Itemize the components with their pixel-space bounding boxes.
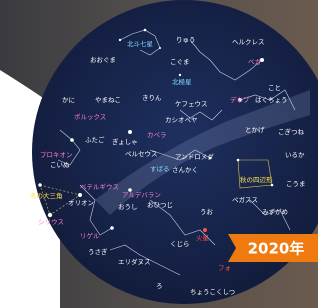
badge-text: 2020年 (248, 240, 305, 258)
label: さんかく (172, 166, 198, 174)
label: 北極星 (172, 77, 192, 86)
label: ヘルクレス (232, 38, 265, 46)
label: デネブ (230, 95, 250, 104)
star (144, 29, 147, 32)
label: カペラ (147, 131, 167, 139)
label: ろ (156, 282, 163, 290)
label: 秋の四辺形 (240, 175, 273, 184)
mars (203, 228, 207, 232)
label: 火星 (196, 234, 210, 242)
star (38, 183, 42, 187)
label: すばる (150, 164, 170, 173)
star (179, 74, 181, 76)
label: こぎつね (278, 127, 305, 136)
label: エリダヌス (118, 257, 151, 266)
label: うさぎ (88, 247, 108, 256)
label: おひつじ (147, 201, 173, 209)
label: カシオペヤ (165, 116, 198, 124)
label: こと (268, 84, 281, 92)
label: ぎょしゃ (112, 137, 138, 146)
star (78, 193, 82, 197)
label: かに (62, 96, 75, 104)
label: おうし (118, 203, 138, 211)
star (48, 213, 52, 217)
label: ペルセウス (125, 150, 158, 158)
label: プロキオン (40, 151, 73, 159)
star (271, 184, 274, 187)
label: ペガスス (232, 195, 258, 204)
label: おおぐま (90, 56, 116, 64)
label: 冬の大三角 (30, 191, 63, 200)
label: ポルックス (74, 113, 106, 121)
label: みずがめ (262, 207, 288, 216)
label: くじら (170, 240, 190, 248)
star-map-image: 北斗七星 りゅう ヘルクレス おおぐま こぐま ベガ 北極星 こと かに やまね… (0, 0, 318, 308)
label: アルデバラン (122, 190, 161, 199)
label: フォ (218, 264, 231, 272)
label: とかげ (245, 125, 265, 134)
star (237, 159, 240, 162)
label: ケフェウス (175, 100, 208, 108)
label: オリオン (68, 199, 94, 207)
label: やまねこ (95, 96, 121, 104)
star (70, 138, 74, 142)
label: リゲル (80, 231, 100, 240)
label: 北斗七星 (127, 39, 154, 48)
label: シリウス (38, 218, 64, 226)
label: うお (200, 208, 214, 216)
label: はくちょう (255, 96, 288, 104)
label: こいぬ (50, 161, 70, 169)
label: アンドロメダ (175, 152, 214, 161)
label: こうま (286, 180, 306, 188)
label: きりん (142, 94, 162, 102)
star (159, 47, 161, 49)
label: ちょうこくしつ (190, 288, 235, 296)
label: いるか (285, 151, 305, 159)
star (119, 39, 121, 41)
label: ベテルギウス (80, 183, 119, 191)
star (110, 226, 114, 230)
page: 北斗七星 りゅう ヘルクレス おおぐま こぐま ベガ 北極星 こと かに やまね… (0, 0, 318, 308)
star (128, 130, 132, 134)
year-badge: 2020年 (228, 234, 318, 262)
label: ベガ (248, 57, 262, 66)
label: ふたご (85, 135, 105, 144)
label: りゅう (176, 36, 196, 44)
label: こぐま (170, 58, 190, 66)
